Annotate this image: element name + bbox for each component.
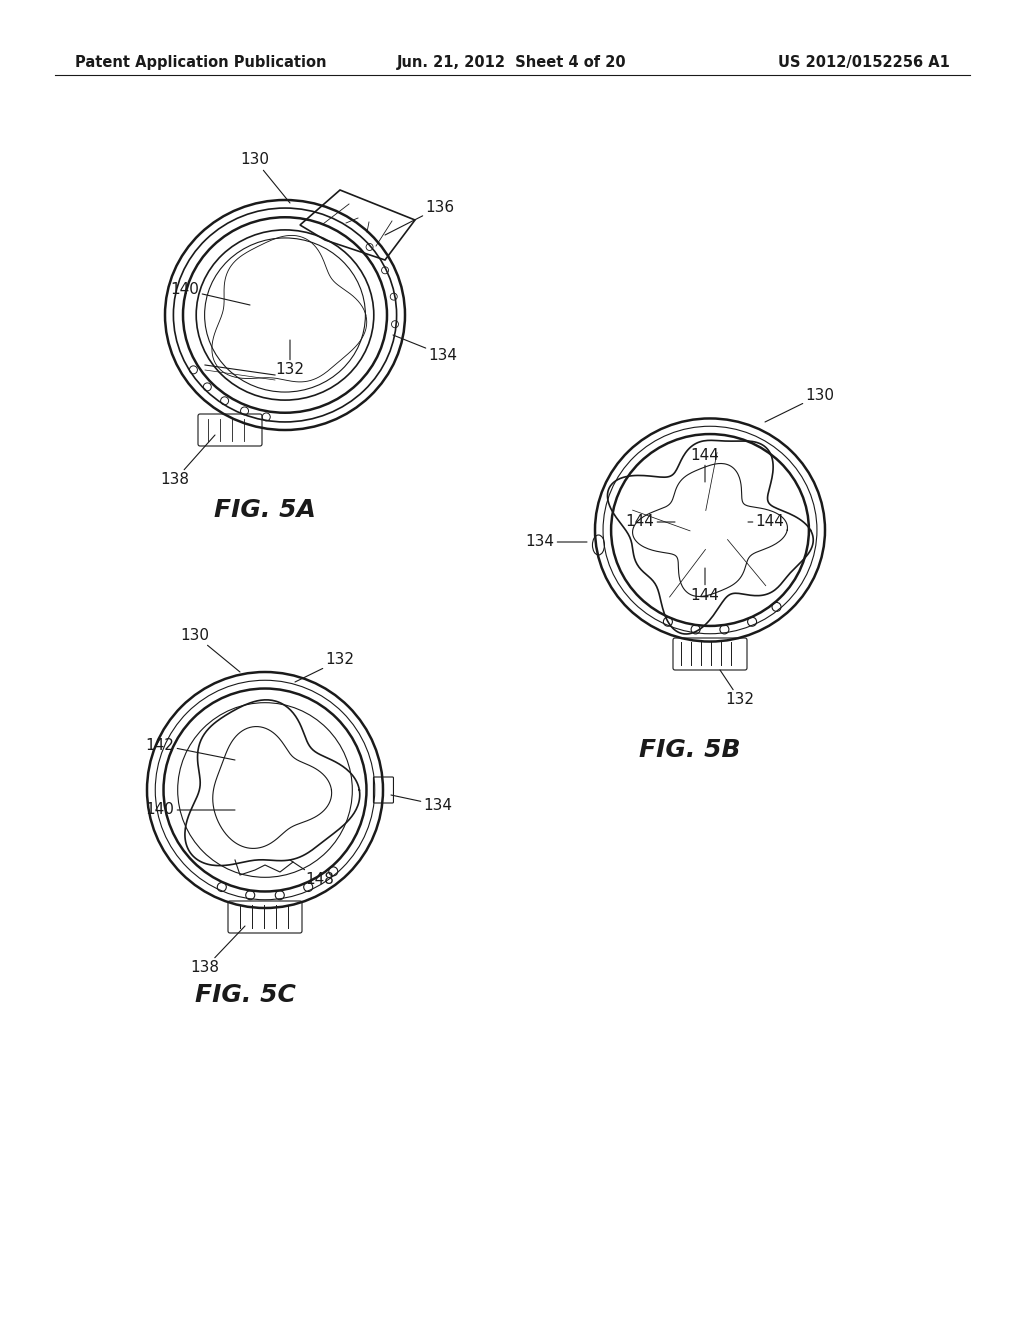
Text: 134: 134 [391,795,453,813]
Text: 138: 138 [190,927,245,975]
Text: FIG. 5C: FIG. 5C [195,983,296,1007]
Text: 142: 142 [145,738,234,760]
Text: 144: 144 [626,515,675,529]
Text: US 2012/0152256 A1: US 2012/0152256 A1 [778,54,950,70]
Text: 132: 132 [275,341,304,378]
Text: 136: 136 [385,199,455,235]
Text: 148: 148 [290,861,335,887]
Text: 144: 144 [690,568,720,602]
Text: 130: 130 [180,627,240,672]
Text: FIG. 5B: FIG. 5B [639,738,740,762]
Text: Jun. 21, 2012  Sheet 4 of 20: Jun. 21, 2012 Sheet 4 of 20 [397,54,627,70]
Text: 138: 138 [161,436,215,487]
Text: FIG. 5A: FIG. 5A [214,498,316,521]
Text: 144: 144 [748,515,784,529]
Text: 140: 140 [145,803,234,817]
Text: 134: 134 [393,335,458,363]
Text: 130: 130 [765,388,835,422]
Text: 132: 132 [720,671,755,708]
Text: 130: 130 [241,153,290,203]
Text: 134: 134 [525,535,587,549]
Text: 132: 132 [295,652,354,682]
Text: Patent Application Publication: Patent Application Publication [75,54,327,70]
Text: 144: 144 [690,447,720,482]
Text: 140: 140 [171,282,250,305]
